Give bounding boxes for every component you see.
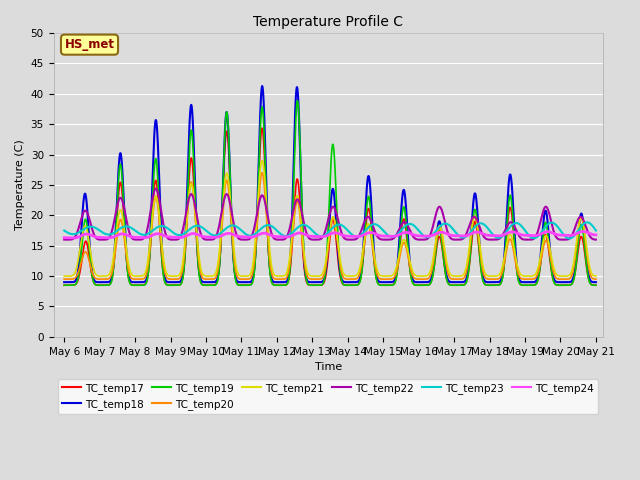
Title: Temperature Profile C: Temperature Profile C [253, 15, 403, 29]
Text: HS_met: HS_met [65, 38, 115, 51]
X-axis label: Time: Time [315, 362, 342, 372]
Y-axis label: Temperature (C): Temperature (C) [15, 140, 25, 230]
Legend: TC_temp17, TC_temp18, TC_temp19, TC_temp20, TC_temp21, TC_temp22, TC_temp23, TC_: TC_temp17, TC_temp18, TC_temp19, TC_temp… [58, 379, 598, 414]
